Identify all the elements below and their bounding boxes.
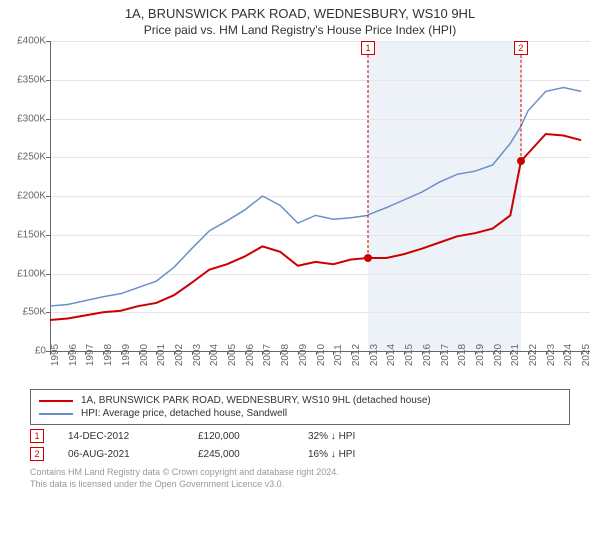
chart-subtitle: Price paid vs. HM Land Registry's House … xyxy=(0,21,600,41)
legend-label: 1A, BRUNSWICK PARK ROAD, WEDNESBURY, WS1… xyxy=(81,395,431,406)
legend-swatch xyxy=(39,413,73,415)
sale-marker: 1 xyxy=(30,429,44,443)
y-tick-label: £350K xyxy=(17,74,46,85)
sale-delta: 16% ↓ HPI xyxy=(308,449,418,460)
y-tick-label: £150K xyxy=(17,229,46,240)
marker-dot-1 xyxy=(364,254,372,262)
y-tick-label: £300K xyxy=(17,113,46,124)
marker-line-2 xyxy=(520,55,521,161)
sale-date: 06-AUG-2021 xyxy=(68,449,198,460)
series-hpi xyxy=(50,88,581,307)
legend: 1A, BRUNSWICK PARK ROAD, WEDNESBURY, WS1… xyxy=(30,389,570,425)
sale-marker: 2 xyxy=(30,447,44,461)
footer-line-2: This data is licensed under the Open Gov… xyxy=(30,479,570,491)
sale-date: 14-DEC-2012 xyxy=(68,431,198,442)
marker-box-2: 2 xyxy=(514,41,528,55)
legend-item: 1A, BRUNSWICK PARK ROAD, WEDNESBURY, WS1… xyxy=(39,394,561,407)
chart-area: £0£50K£100K£150K£200K£250K£300K£350K£400… xyxy=(50,41,590,381)
sale-delta: 32% ↓ HPI xyxy=(308,431,418,442)
sale-price: £120,000 xyxy=(198,431,308,442)
marker-box-1: 1 xyxy=(361,41,375,55)
y-tick-label: £250K xyxy=(17,152,46,163)
footer: Contains HM Land Registry data © Crown c… xyxy=(30,467,570,490)
marker-line-1 xyxy=(367,55,368,258)
legend-item: HPI: Average price, detached house, Sand… xyxy=(39,407,561,420)
sale-row: 2 06-AUG-2021£245,00016% ↓ HPI xyxy=(30,447,570,461)
sales-table: 1 14-DEC-2012£120,00032% ↓ HPI 2 06-AUG-202… xyxy=(0,429,600,461)
chart-title: 1A, BRUNSWICK PARK ROAD, WEDNESBURY, WS1… xyxy=(0,0,600,21)
y-tick-label: £0 xyxy=(35,346,46,357)
y-tick-label: £400K xyxy=(17,36,46,47)
footer-line-1: Contains HM Land Registry data © Crown c… xyxy=(30,467,570,479)
legend-label: HPI: Average price, detached house, Sand… xyxy=(81,408,287,419)
y-tick-label: £200K xyxy=(17,191,46,202)
series-property xyxy=(50,134,581,320)
y-tick-label: £100K xyxy=(17,268,46,279)
series-svg xyxy=(50,41,590,351)
legend-swatch xyxy=(39,400,73,402)
sale-row: 1 14-DEC-2012£120,00032% ↓ HPI xyxy=(30,429,570,443)
marker-dot-2 xyxy=(517,157,525,165)
sale-price: £245,000 xyxy=(198,449,308,460)
plot-region: £0£50K£100K£150K£200K£250K£300K£350K£400… xyxy=(50,41,590,351)
y-tick-label: £50K xyxy=(23,307,46,318)
